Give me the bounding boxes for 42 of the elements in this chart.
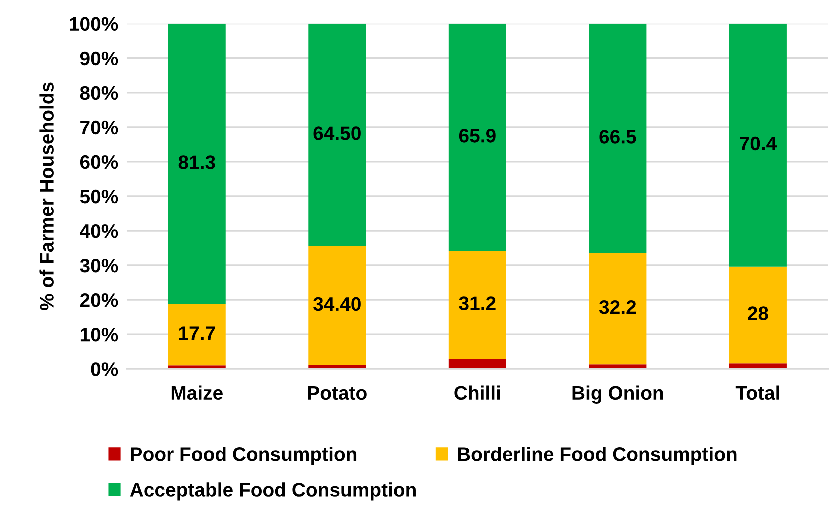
data-label: 65.9 bbox=[459, 129, 496, 143]
y-tick-label: 60% bbox=[80, 155, 118, 170]
data-label: 66.5 bbox=[600, 130, 636, 144]
bar bbox=[448, 359, 506, 370]
data-label: 32.2 bbox=[599, 300, 636, 314]
x-tick-label: Big Onion bbox=[572, 386, 664, 404]
data-label: 17.7 bbox=[179, 326, 216, 340]
x-tick-label: Potato bbox=[308, 386, 367, 400]
y-tick-label: 80% bbox=[80, 86, 118, 100]
data-label: 34.40 bbox=[314, 297, 361, 312]
y-tick-label: 70% bbox=[80, 120, 118, 135]
data-label: 28 bbox=[748, 306, 768, 320]
data-label: 81.3 bbox=[178, 156, 216, 170]
bar bbox=[589, 253, 647, 365]
bar bbox=[729, 364, 787, 370]
y-tick-label: 100% bbox=[70, 17, 118, 32]
bar bbox=[308, 24, 366, 247]
y-tick-label: 10% bbox=[80, 328, 118, 342]
y-tick-label: 30% bbox=[80, 258, 118, 273]
data-label: 70.4 bbox=[740, 136, 778, 151]
legend-label: Poor Food Consumption bbox=[131, 447, 357, 466]
bar bbox=[168, 304, 226, 366]
data-label: 64.50 bbox=[314, 126, 361, 140]
y-tick-label: 90% bbox=[80, 52, 118, 66]
bar bbox=[589, 24, 647, 254]
x-tick-label: Chilli bbox=[454, 386, 500, 400]
bar bbox=[448, 24, 506, 252]
bar bbox=[729, 24, 787, 267]
legend-label: Acceptable Food Consumption bbox=[130, 482, 416, 501]
bar bbox=[448, 251, 506, 360]
x-tick-label: Total bbox=[736, 386, 780, 400]
bar bbox=[308, 246, 366, 366]
y-tick-label: 0% bbox=[91, 362, 118, 376]
x-tick-label: Maize bbox=[172, 386, 223, 400]
y-tick-label: 20% bbox=[80, 294, 118, 308]
legend-label: Borderline Food Consumption bbox=[458, 447, 737, 466]
data-label: 31.2 bbox=[459, 296, 496, 310]
bar bbox=[729, 266, 787, 364]
y-axis-title: % of Farmer Households bbox=[40, 82, 54, 310]
bar bbox=[168, 24, 226, 305]
y-tick-label: 40% bbox=[80, 224, 118, 238]
y-tick-label: 50% bbox=[80, 190, 118, 204]
